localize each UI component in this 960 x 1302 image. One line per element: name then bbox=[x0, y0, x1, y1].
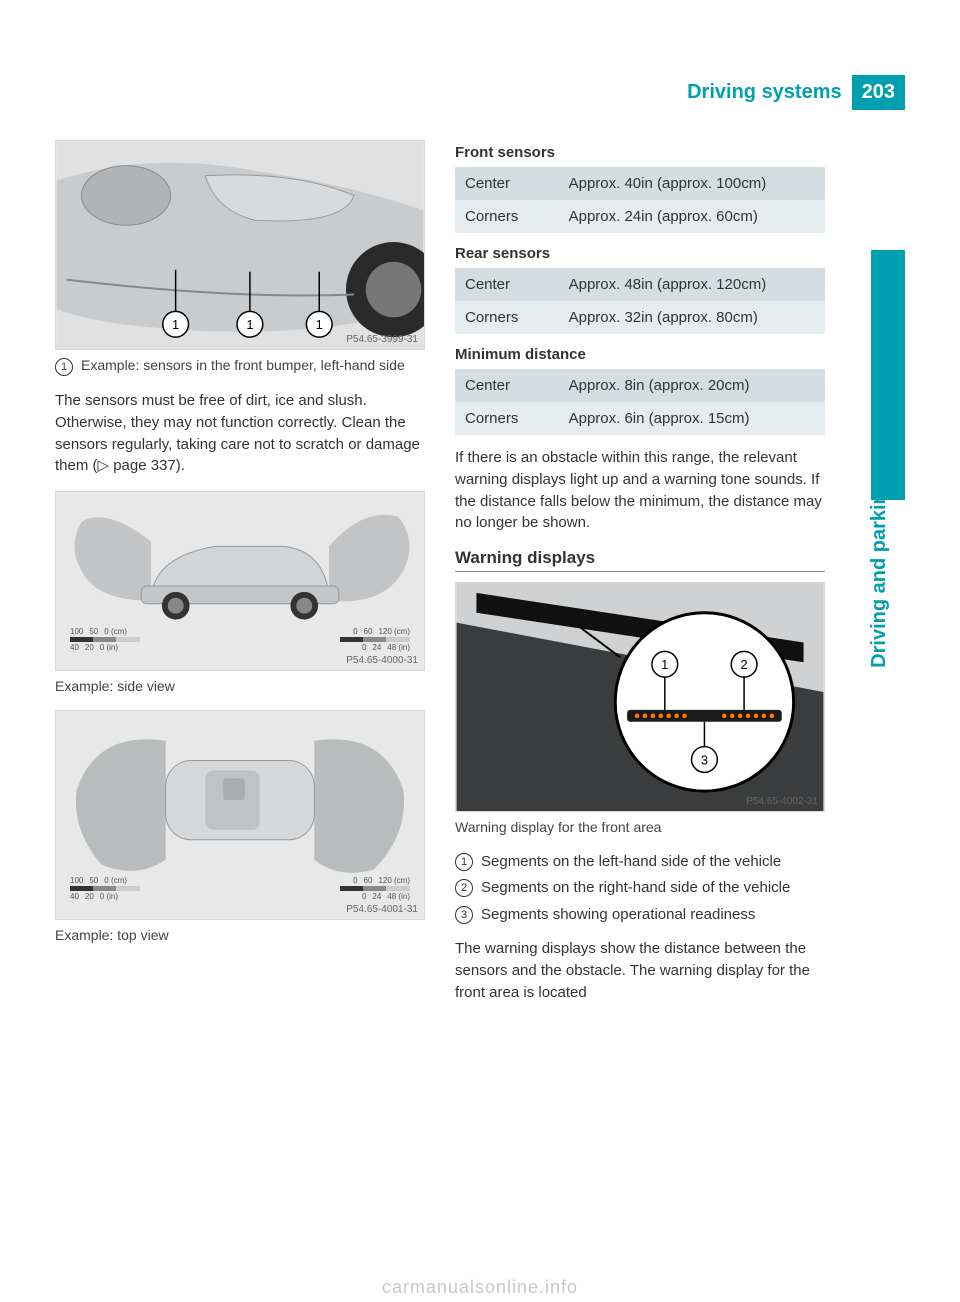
fig4-caption: Warning display for the front area bbox=[455, 818, 825, 837]
callout-badge: 3 bbox=[455, 906, 473, 924]
warning-callout-list: 1 Segments on the left-hand side of the … bbox=[455, 851, 825, 927]
table-row: CornersApprox. 24in (approx. 60cm) bbox=[455, 200, 825, 233]
table-row: CenterApprox. 40in (approx. 100cm) bbox=[455, 167, 825, 200]
fig1-caption: 1 Example: sensors in the front bumper, … bbox=[55, 356, 425, 376]
fig2-caption: Example: side view bbox=[55, 677, 425, 696]
watermark: carmanualsonline.info bbox=[0, 1277, 960, 1298]
figure-id: P54.65-3999-31 bbox=[346, 334, 418, 345]
min-distance-table: CenterApprox. 8in (approx. 20cm) Corners… bbox=[455, 369, 825, 435]
svg-text:1: 1 bbox=[316, 317, 323, 332]
body-text-2: If there is an obstacle within this rang… bbox=[455, 447, 825, 534]
svg-text:2: 2 bbox=[741, 657, 748, 672]
body-text-3: The warning displays show the distance b… bbox=[455, 938, 825, 1003]
rear-sensors-heading: Rear sensors bbox=[455, 245, 825, 262]
front-bumper-svg: 1 1 1 bbox=[56, 141, 424, 349]
page-header: Driving systems 203 bbox=[677, 75, 905, 110]
callout-text: Segments on the left-hand side of the ve… bbox=[481, 851, 781, 874]
warning-displays-heading: Warning displays bbox=[455, 548, 825, 572]
svg-text:1: 1 bbox=[661, 657, 668, 672]
min-distance-heading: Minimum distance bbox=[455, 346, 825, 363]
fig3-caption: Example: top view bbox=[55, 926, 425, 945]
page: Driving systems 203 Driving and parking bbox=[0, 0, 960, 1282]
table-row: CenterApprox. 48in (approx. 120cm) bbox=[455, 268, 825, 301]
side-tab-box bbox=[871, 250, 905, 500]
figure-id: P54.65-4001-31 bbox=[346, 904, 418, 915]
rear-sensors-table: CenterApprox. 48in (approx. 120cm) Corne… bbox=[455, 268, 825, 334]
callout-text: Segments on the right-hand side of the v… bbox=[481, 877, 790, 900]
figure-id: P54.65-4002-31 bbox=[746, 796, 818, 807]
front-sensors-heading: Front sensors bbox=[455, 144, 825, 161]
callout-item: 3 Segments showing operational readiness bbox=[455, 904, 825, 927]
fig1-caption-text: Example: sensors in the front bumper, le… bbox=[81, 356, 405, 375]
figure-side-view: 100500 (cm) 40200 (in) 060120 (cm) 02448… bbox=[55, 491, 425, 671]
callout-text: Segments showing operational readiness bbox=[481, 904, 755, 927]
figure-id: P54.65-4000-31 bbox=[346, 655, 418, 666]
figure-warning-display: 1 2 3 P54.65-4002-31 bbox=[455, 582, 825, 812]
side-tab-label: Driving and parking bbox=[868, 480, 891, 668]
figure-front-bumper: 1 1 1 P54.65-3999-31 bbox=[55, 140, 425, 350]
figure-top-view: 100500 (cm) 40200 (in) 060120 (cm) 02448… bbox=[55, 710, 425, 920]
body-text-1: The sensors must be free of dirt, ice an… bbox=[55, 390, 425, 477]
header-title: Driving systems bbox=[677, 75, 852, 110]
callout-item: 1 Segments on the left-hand side of the … bbox=[455, 851, 825, 874]
warning-display-svg: 1 2 3 bbox=[456, 583, 824, 811]
table-row: CornersApprox. 6in (approx. 15cm) bbox=[455, 402, 825, 435]
table-row: CenterApprox. 8in (approx. 20cm) bbox=[455, 369, 825, 402]
left-column: 1 1 1 P54.65-3999-31 1 Example: sensors … bbox=[55, 140, 425, 1018]
callout-badge: 2 bbox=[455, 879, 473, 897]
page-number: 203 bbox=[852, 75, 905, 110]
callout-badge: 1 bbox=[55, 358, 73, 376]
svg-text:1: 1 bbox=[246, 317, 253, 332]
svg-text:1: 1 bbox=[172, 317, 179, 332]
callout-item: 2 Segments on the right-hand side of the… bbox=[455, 877, 825, 900]
right-column: Front sensors CenterApprox. 40in (approx… bbox=[455, 140, 825, 1018]
table-row: CornersApprox. 32in (approx. 80cm) bbox=[455, 301, 825, 334]
callout-badge: 1 bbox=[455, 853, 473, 871]
front-sensors-table: CenterApprox. 40in (approx. 100cm) Corne… bbox=[455, 167, 825, 233]
svg-text:3: 3 bbox=[701, 752, 708, 767]
